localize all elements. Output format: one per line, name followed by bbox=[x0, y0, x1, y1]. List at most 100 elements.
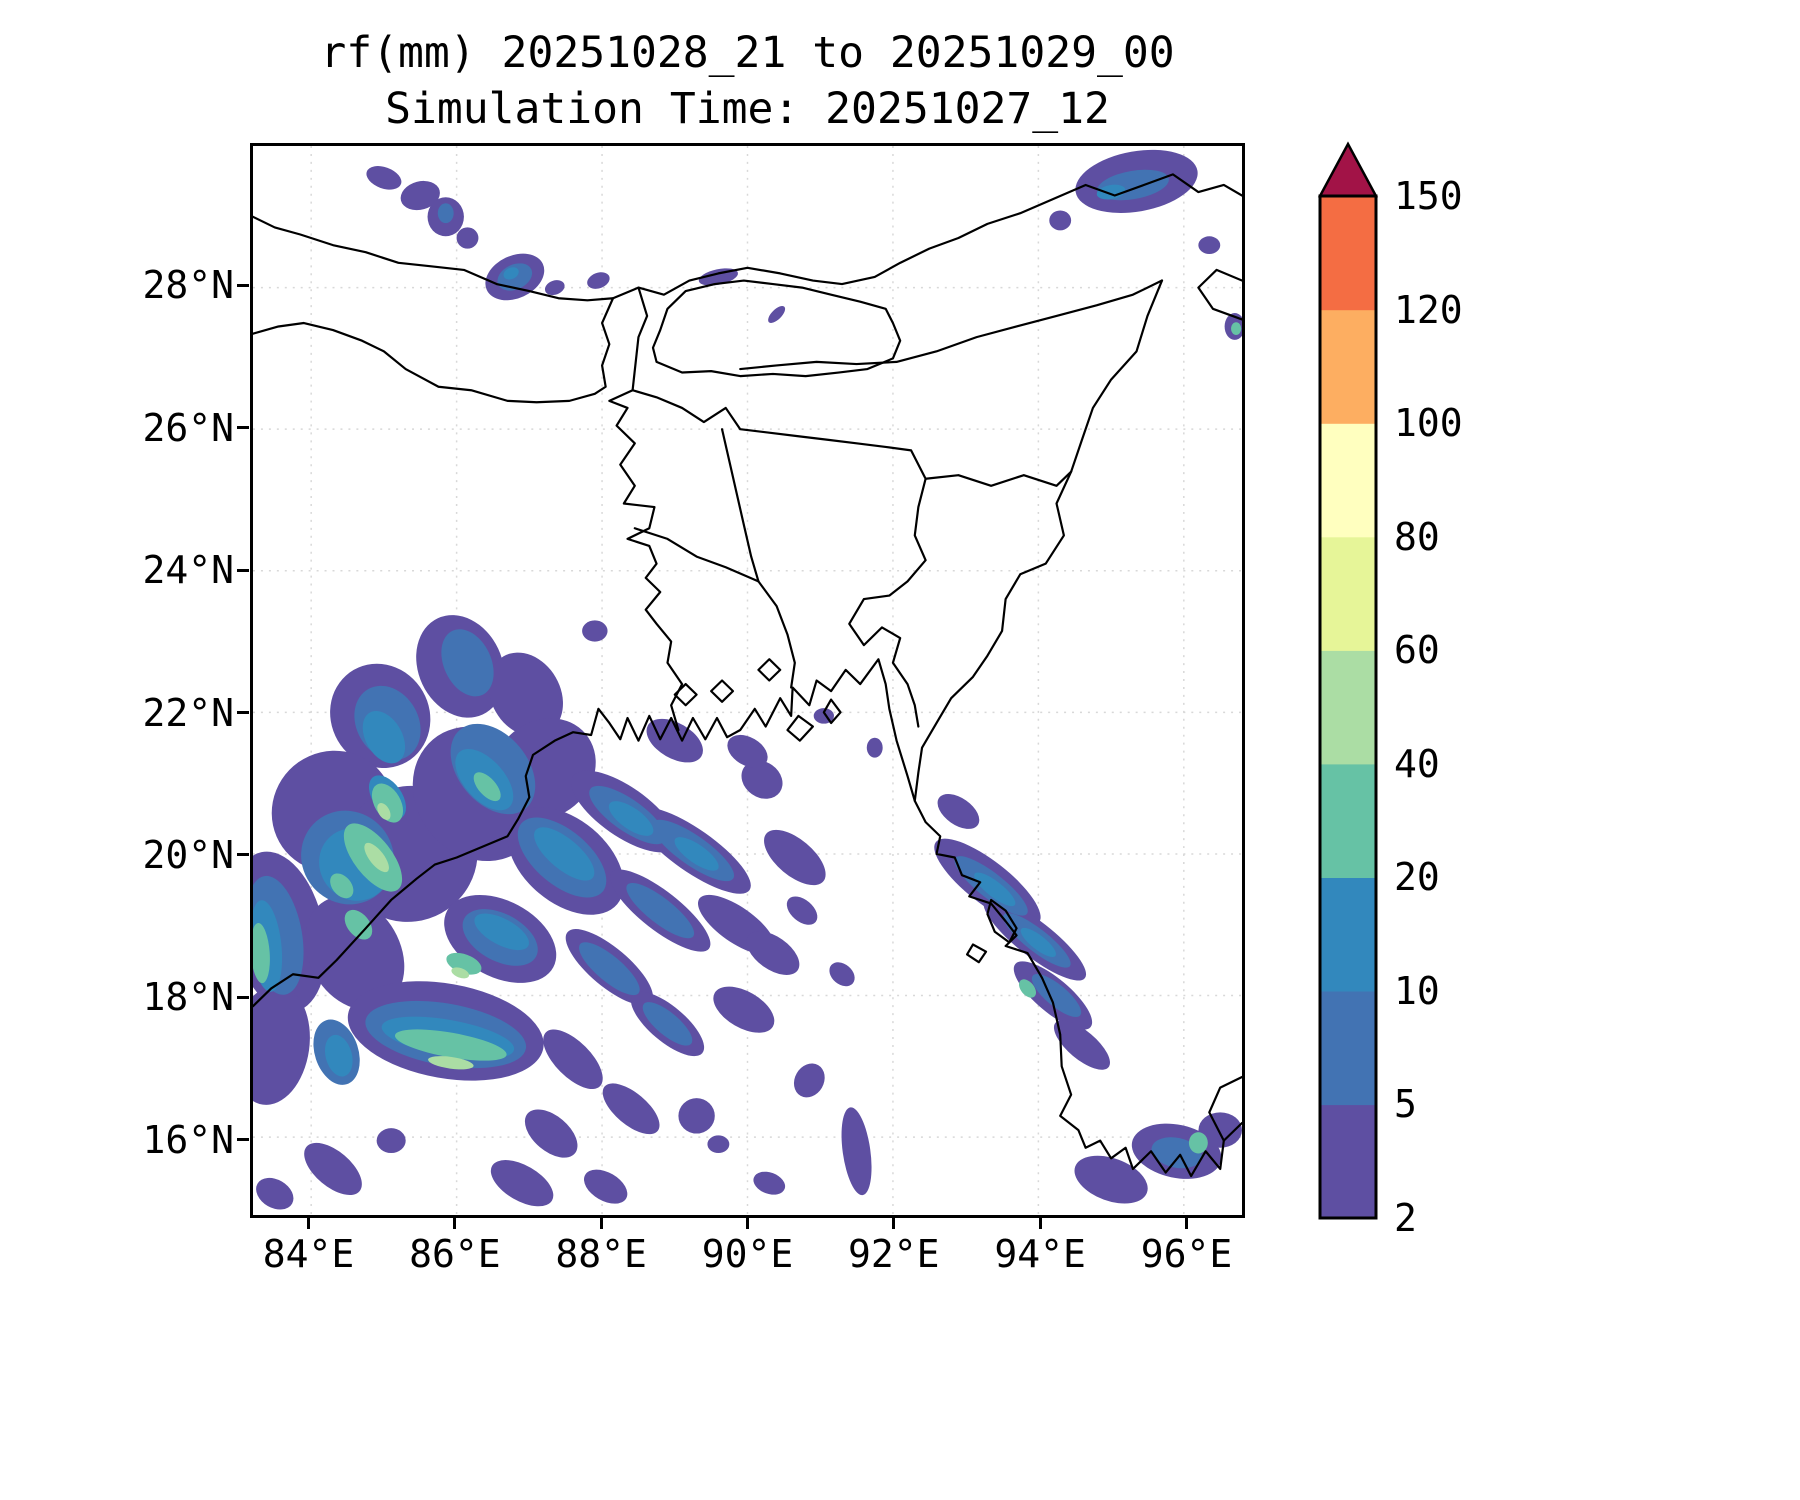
x-tick-label: 88°E bbox=[555, 1232, 647, 1276]
y-tick-label: 26°N bbox=[142, 405, 234, 450]
colorbar-tick-label: 5 bbox=[1394, 1082, 1417, 1127]
rain-cell bbox=[646, 718, 703, 763]
rain-cell bbox=[400, 180, 440, 211]
map-plot-area bbox=[250, 143, 1245, 1218]
geo-sundarbans-island-1 bbox=[673, 682, 698, 707]
colorbar-tick-label: 10 bbox=[1394, 968, 1440, 1013]
rain-cell bbox=[451, 967, 470, 979]
x-tick-mark bbox=[1184, 1218, 1188, 1229]
y-tick-mark bbox=[237, 711, 249, 715]
colorbar-segment bbox=[1320, 309, 1376, 424]
rain-cell bbox=[937, 793, 980, 829]
y-tick-label: 16°N bbox=[142, 1117, 234, 1162]
geo-ramree-island bbox=[986, 898, 1018, 944]
colorbar-tick-label: 100 bbox=[1394, 401, 1463, 446]
colorbar-svg bbox=[1317, 141, 1379, 1220]
rain-cell bbox=[253, 923, 270, 984]
colorbar-outline bbox=[1318, 194, 1378, 1220]
rain-cell bbox=[534, 827, 595, 881]
x-tick-mark bbox=[599, 1218, 603, 1229]
rain-cell bbox=[974, 872, 1016, 907]
colorbar-segment bbox=[1320, 650, 1376, 765]
rain-cell bbox=[543, 1029, 603, 1090]
x-tick-label: 94°E bbox=[994, 1232, 1086, 1276]
rain-cell bbox=[642, 1002, 693, 1046]
rain-cell bbox=[1231, 322, 1242, 336]
rain-cell bbox=[544, 280, 565, 296]
rain-cell bbox=[746, 931, 800, 975]
rain-cell bbox=[362, 711, 406, 764]
rain-cell bbox=[626, 882, 695, 939]
rain-cell bbox=[456, 227, 479, 249]
colorbar-tick-label: 80 bbox=[1394, 514, 1440, 559]
rain-cell bbox=[330, 873, 354, 899]
x-tick-mark bbox=[1038, 1218, 1042, 1229]
rain-cell bbox=[698, 268, 738, 286]
rain-cell bbox=[503, 267, 519, 280]
y-tick-mark bbox=[237, 426, 249, 430]
rain-cell bbox=[602, 1083, 660, 1135]
x-tick-mark bbox=[892, 1218, 896, 1229]
geo-india-myanmar-border bbox=[913, 279, 1164, 802]
geo-sundarbans-island-3 bbox=[757, 658, 782, 682]
rain-cell bbox=[253, 985, 310, 1105]
rain-cell bbox=[727, 734, 768, 768]
geo-himalaya-tibet-border bbox=[611, 173, 1242, 300]
geo-delta-east-coastline bbox=[1208, 1075, 1242, 1142]
geo-right-edge-border bbox=[1197, 268, 1242, 321]
colorbar-segment bbox=[1320, 877, 1376, 992]
rain-cell bbox=[488, 652, 563, 737]
x-tick-mark bbox=[307, 1218, 311, 1229]
geo-river-meghna bbox=[757, 580, 796, 689]
geo-assam-north-border bbox=[739, 279, 1164, 371]
y-tick-label: 20°N bbox=[142, 832, 234, 877]
colorbar-tick-label: 2 bbox=[1394, 1196, 1417, 1240]
colorbar-tick-label: 120 bbox=[1394, 287, 1463, 332]
rain-cell bbox=[1188, 1132, 1208, 1154]
geo-coastline-india-bangladesh-myanmar bbox=[253, 658, 1242, 1178]
rain-cell bbox=[376, 1128, 406, 1154]
colorbar-tick-label: 150 bbox=[1394, 174, 1463, 218]
rain-cell bbox=[768, 305, 786, 323]
y-tick-mark bbox=[237, 568, 249, 572]
colorbar-segment bbox=[1320, 196, 1376, 311]
colorbar-extend-triangle bbox=[1317, 141, 1379, 198]
figure-subtitle: Simulation Time: 20251027_12 bbox=[385, 84, 1110, 134]
rain-cell bbox=[1049, 210, 1072, 231]
colorbar-segment bbox=[1320, 990, 1376, 1106]
rain-cell bbox=[674, 837, 719, 871]
rain-cell bbox=[841, 1107, 872, 1196]
rain-cell bbox=[305, 896, 405, 1010]
y-tick-label: 18°N bbox=[142, 975, 234, 1020]
x-tick-mark bbox=[746, 1218, 749, 1229]
geo-meghalaya-south-line bbox=[924, 470, 1073, 487]
rain-cell bbox=[582, 620, 608, 642]
geo-sundarbans-island-2 bbox=[710, 679, 735, 703]
rain-cell bbox=[1020, 927, 1057, 957]
rain-cell bbox=[473, 772, 501, 802]
rain-cell bbox=[678, 1098, 715, 1134]
rain-cell bbox=[256, 1177, 294, 1210]
rain-cell bbox=[608, 801, 654, 836]
rain-cell bbox=[1096, 184, 1126, 200]
rain-cell bbox=[1198, 1112, 1242, 1148]
geo-cheduba-island bbox=[965, 943, 988, 964]
rain-cell bbox=[377, 803, 391, 820]
geo-bhola-island bbox=[786, 714, 814, 742]
y-tick-mark bbox=[237, 1138, 249, 1142]
colorbar-tick-label: 20 bbox=[1394, 855, 1440, 900]
rain-cell bbox=[490, 1160, 554, 1207]
geo-bangladesh-border bbox=[608, 389, 927, 732]
rain-cell bbox=[366, 166, 402, 190]
rain-cell bbox=[786, 896, 818, 925]
rain-cell bbox=[741, 760, 783, 799]
colorbar-tick-label: 40 bbox=[1394, 741, 1440, 786]
rain-cell bbox=[304, 1142, 362, 1196]
geo-bhutan-border bbox=[651, 279, 902, 378]
y-tick-label: 22°N bbox=[142, 690, 234, 735]
rain-cell bbox=[829, 962, 855, 987]
rain-cell bbox=[437, 203, 454, 224]
colorbar-segment bbox=[1320, 423, 1376, 538]
rain-cell bbox=[793, 1063, 825, 1098]
